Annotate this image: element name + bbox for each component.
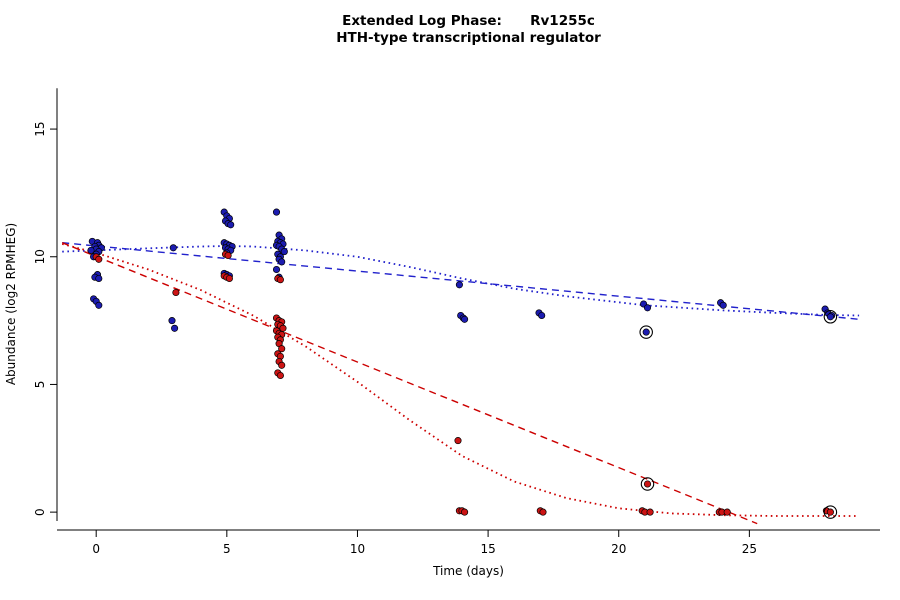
data-point-red — [454, 437, 462, 445]
data-point-blue — [643, 304, 652, 312]
data-point-blue — [461, 315, 469, 323]
outline-ring — [639, 325, 653, 339]
data-point-red — [95, 255, 103, 263]
data-point-blue — [227, 221, 235, 229]
data-point-blue — [272, 265, 281, 274]
data-point-blue — [280, 248, 288, 256]
data-point-blue — [455, 281, 463, 289]
data-point-blue — [538, 311, 546, 320]
outline-ring — [640, 477, 655, 491]
outline-ring — [823, 505, 838, 519]
data-point-red — [224, 251, 232, 260]
outlined-points — [639, 310, 838, 519]
data-point-red — [276, 371, 284, 380]
data-point-red — [723, 508, 731, 516]
y-tick-label: 10 — [33, 249, 47, 264]
data-point-blue — [719, 301, 727, 309]
trend-line-red-dashed-fit — [61, 242, 758, 525]
y-tick-label: 5 — [33, 381, 47, 389]
data-point-blue — [95, 301, 103, 309]
x-tick-label: 20 — [611, 542, 626, 556]
chart-subtitle: HTH-type transcriptional regulator — [336, 30, 601, 46]
chart-title: Extended Log Phase: Rv1255c — [342, 13, 595, 29]
data-point-red — [276, 276, 284, 284]
x-tick-label: 5 — [223, 542, 231, 556]
data-points — [87, 208, 836, 516]
data-point-blue — [272, 208, 281, 216]
data-point-blue — [278, 258, 286, 266]
data-point-blue — [168, 317, 176, 325]
trend-line-blue-dashed-fit — [62, 242, 860, 320]
y-axis-label: Abundance (log2 RPMHEG) — [4, 223, 18, 385]
x-tick-label: 0 — [92, 542, 100, 556]
x-axis-label: Time (days) — [432, 564, 504, 578]
data-point-red — [225, 274, 233, 283]
data-point-blue — [169, 244, 177, 252]
data-point-blue — [87, 246, 95, 254]
data-point-red — [826, 508, 834, 516]
x-tick-label: 25 — [742, 542, 757, 556]
trend-line-red-dotted-fit — [61, 243, 860, 517]
data-point-red — [172, 288, 180, 297]
data-point-blue — [642, 328, 650, 336]
y-tick-label: 0 — [33, 508, 47, 516]
data-point-red — [643, 480, 652, 488]
y-tick-label: 15 — [33, 121, 47, 136]
data-point-red — [461, 508, 469, 516]
data-point-red — [646, 508, 654, 516]
trend-line-blue-dotted-fit — [62, 245, 860, 317]
data-point-blue — [171, 324, 179, 332]
x-tick-label: 10 — [350, 542, 365, 556]
data-point-red — [278, 361, 286, 369]
x-tick-label: 15 — [480, 542, 495, 556]
data-point-blue — [826, 313, 834, 321]
data-point-red — [278, 345, 286, 353]
outline-ring — [823, 310, 838, 324]
trend-lines — [61, 242, 860, 525]
axes: 0 5 10 15 20 25 0 5 10 15 — [33, 88, 880, 556]
data-point-red — [539, 508, 547, 516]
data-point-blue — [95, 274, 103, 283]
